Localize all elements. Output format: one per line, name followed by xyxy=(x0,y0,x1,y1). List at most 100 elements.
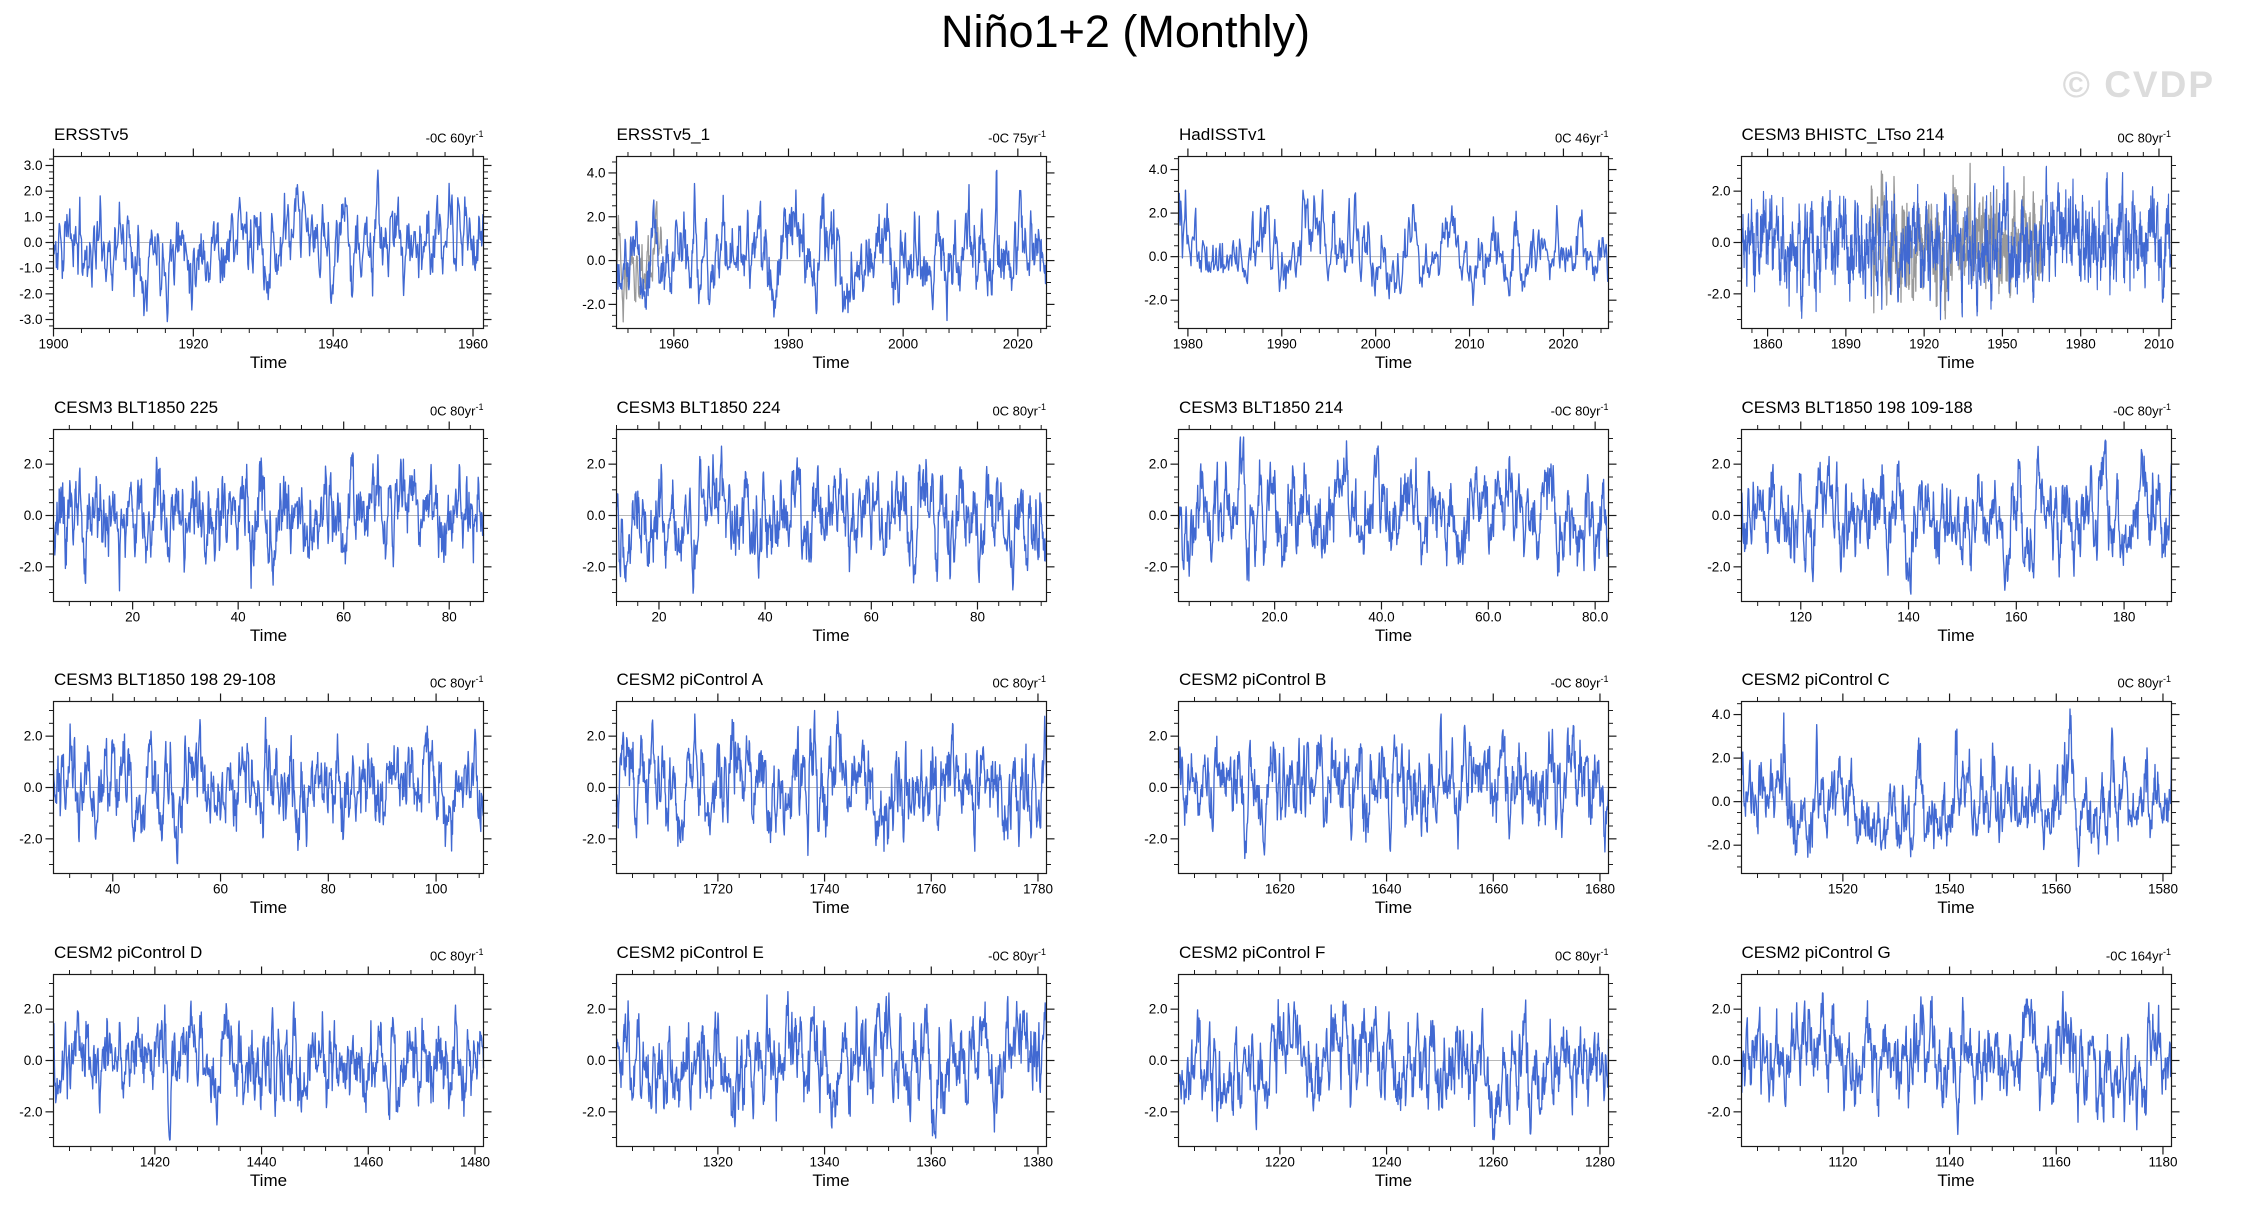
trend-label: 0C 80yr-1 xyxy=(1554,946,1609,963)
panel-cesm2-picontrol-e: 1320 1340 1360 1380 2.0 0.0 -2.0 CESM2 piContr… xyxy=(564,930,1127,1203)
x-axis-label: Time xyxy=(812,625,850,645)
trend-label: -0C 80yr-1 xyxy=(2113,401,2171,418)
trend-label: 0C 80yr-1 xyxy=(429,946,484,963)
svg-text:1960: 1960 xyxy=(458,337,488,352)
trend-label: 0C 80yr-1 xyxy=(429,674,484,691)
svg-text:0.0: 0.0 xyxy=(1711,235,1730,250)
timeseries-plot: 1960 1980 2000 2020 4.0 2.0 0.0 -2.0 xyxy=(582,148,1054,352)
timeseries-plot: 1420 1440 1460 1480 2.0 0.0 -2.0 xyxy=(19,966,492,1169)
panel-cesm3-blt1850-214: 20.0 40.0 60.0 80.0 2.0 0.0 -2.0 CESM3 BLT1850… xyxy=(1126,385,1689,658)
svg-text:80: 80 xyxy=(442,609,457,624)
panel-cesm3-blt1850-198-109-188: 120 140 160 180 2.0 0.0 -2.0 CESM3 BLT1850 198… xyxy=(1689,385,2251,658)
svg-text:20: 20 xyxy=(651,609,666,624)
timeseries-plot: 20.0 40.0 60.0 80.0 2.0 0.0 -2.0 xyxy=(1144,421,1617,624)
trend-label: 0C 80yr-1 xyxy=(992,401,1046,418)
x-axis-label: Time xyxy=(1937,1170,1975,1190)
svg-text:2020: 2020 xyxy=(1002,337,1032,352)
panel-title: CESM3 BLT1850 198 109-188 xyxy=(1741,397,1973,417)
x-axis-label: Time xyxy=(1937,898,1975,917)
panel-title: CESM2 piControl A xyxy=(616,670,763,689)
svg-text:-2.0: -2.0 xyxy=(1144,559,1167,574)
svg-text:-2.0: -2.0 xyxy=(1144,1104,1167,1119)
x-axis-label: Time xyxy=(812,898,850,917)
svg-text:1980: 1980 xyxy=(773,337,803,352)
svg-text:40: 40 xyxy=(231,609,246,624)
trend-label: 0C 80yr-1 xyxy=(992,674,1046,691)
svg-text:-2.0: -2.0 xyxy=(1144,293,1167,308)
svg-text:1260: 1260 xyxy=(1478,1154,1508,1169)
timeseries-plot: 1520 1540 1560 1580 4.0 2.0 0.0 -2.0 xyxy=(1707,693,2179,897)
svg-text:1460: 1460 xyxy=(353,1154,383,1169)
x-axis-label: Time xyxy=(249,1170,288,1190)
svg-text:1.0: 1.0 xyxy=(24,209,43,224)
svg-text:0.0: 0.0 xyxy=(586,253,605,268)
svg-text:4.0: 4.0 xyxy=(586,165,605,180)
panel-cesm2-picontrol-g: 1120 1140 1160 1180 2.0 0.0 -2.0 CESM2 piContr… xyxy=(1689,930,2251,1203)
svg-text:1580: 1580 xyxy=(2147,882,2177,897)
panel-title: CESM2 piControl G xyxy=(1741,942,1891,962)
panel-cesm3-blt1850-225: 20 40 60 80 2.0 0.0 -2.0 CESM3 BLT1850 225 0C … xyxy=(1,385,564,658)
svg-text:0.0: 0.0 xyxy=(24,780,43,795)
panel-title: HadISSTv1 xyxy=(1179,125,1266,144)
svg-text:1360: 1360 xyxy=(916,1154,946,1169)
svg-text:1220: 1220 xyxy=(1265,1154,1295,1169)
svg-text:3.0: 3.0 xyxy=(24,158,43,173)
panel-cesm2-picontrol-f: 1220 1240 1260 1280 2.0 0.0 -2.0 CESM2 piContr… xyxy=(1126,930,1689,1203)
svg-text:-1.0: -1.0 xyxy=(19,261,42,276)
svg-text:1160: 1160 xyxy=(2041,1154,2070,1169)
timeseries-plot: 1320 1340 1360 1380 2.0 0.0 -2.0 xyxy=(582,966,1054,1169)
svg-text:1180: 1180 xyxy=(2148,1154,2177,1169)
svg-text:1860: 1860 xyxy=(1752,337,1782,352)
svg-text:1620: 1620 xyxy=(1265,882,1295,897)
svg-text:2.0: 2.0 xyxy=(24,184,43,199)
panel-cesm3-blt1850-224: 20 40 60 80 2.0 0.0 -2.0 CESM3 BLT1850 224 0C … xyxy=(564,385,1127,658)
trend-label: -0C 80yr-1 xyxy=(1550,674,1609,691)
svg-text:-2.0: -2.0 xyxy=(1707,286,1730,301)
panel-cesm2-picontrol-b: 1620 1640 1660 1680 2.0 0.0 -2.0 CESM2 piContr… xyxy=(1126,657,1689,930)
timeseries-plot: 1860 1890 1920 1950 1980 2010 2.0 0.0 -2.0 xyxy=(1707,148,2179,352)
svg-text:80.0: 80.0 xyxy=(1582,609,1608,624)
x-axis-label: Time xyxy=(249,353,288,372)
svg-text:1920: 1920 xyxy=(178,337,208,352)
svg-text:1340: 1340 xyxy=(809,1154,839,1169)
svg-text:1940: 1940 xyxy=(318,337,348,352)
svg-text:1240: 1240 xyxy=(1372,1154,1402,1169)
panel-title: CESM2 piControl B xyxy=(1179,670,1327,689)
svg-text:40.0: 40.0 xyxy=(1368,609,1394,624)
trend-label: -0C 80yr-1 xyxy=(988,946,1046,963)
cvdp-watermark: © CVDP xyxy=(2062,64,2215,105)
svg-text:-2.0: -2.0 xyxy=(582,559,605,574)
svg-text:0.0: 0.0 xyxy=(24,235,43,250)
svg-text:0.0: 0.0 xyxy=(586,508,605,523)
svg-text:2.0: 2.0 xyxy=(1149,1001,1168,1016)
x-axis-label: Time xyxy=(812,1170,850,1190)
svg-text:1480: 1480 xyxy=(460,1154,490,1169)
svg-text:0.0: 0.0 xyxy=(586,1053,605,1068)
timeseries-plot: 1620 1640 1660 1680 2.0 0.0 -2.0 xyxy=(1144,693,1617,897)
svg-text:0.0: 0.0 xyxy=(24,1053,43,1068)
svg-text:-3.0: -3.0 xyxy=(19,312,42,327)
svg-text:2.0: 2.0 xyxy=(586,729,605,744)
svg-text:1520: 1520 xyxy=(1827,882,1857,897)
svg-text:1560: 1560 xyxy=(2041,882,2071,897)
panel-cesm3-bhistc-ltso-214: 1860 1890 1920 1950 1980 2010 2.0 0.0 -2.0 CESM3… xyxy=(1689,112,2251,385)
trend-label: -0C 75yr-1 xyxy=(988,129,1046,146)
panel-title: CESM3 BHISTC_LTso 214 xyxy=(1741,125,1945,144)
svg-text:0.0: 0.0 xyxy=(1149,1053,1168,1068)
svg-text:1380: 1380 xyxy=(1022,1154,1052,1169)
svg-text:0.0: 0.0 xyxy=(1149,249,1168,264)
plot-grid: 1900 1920 1940 1960 3.0 2.0 1.0 0.0 -1.0 -2.0 -3.0… xyxy=(1,112,2251,1202)
svg-text:1780: 1780 xyxy=(1022,882,1052,897)
svg-text:1990: 1990 xyxy=(1267,337,1297,352)
svg-text:0.0: 0.0 xyxy=(1711,1053,1730,1068)
panel-title: CESM2 piControl C xyxy=(1741,670,1890,689)
svg-text:1900: 1900 xyxy=(38,337,68,352)
svg-text:2.0: 2.0 xyxy=(24,456,43,471)
timeseries-plot: 20 40 60 80 2.0 0.0 -2.0 xyxy=(19,421,492,624)
panel-title: CESM3 BLT1850 225 xyxy=(54,397,219,417)
svg-text:2.0: 2.0 xyxy=(586,1001,605,1016)
svg-text:2.0: 2.0 xyxy=(1149,206,1168,221)
svg-text:-2.0: -2.0 xyxy=(582,831,605,846)
svg-text:4.0: 4.0 xyxy=(1149,162,1168,177)
svg-text:-2.0: -2.0 xyxy=(1144,831,1167,846)
